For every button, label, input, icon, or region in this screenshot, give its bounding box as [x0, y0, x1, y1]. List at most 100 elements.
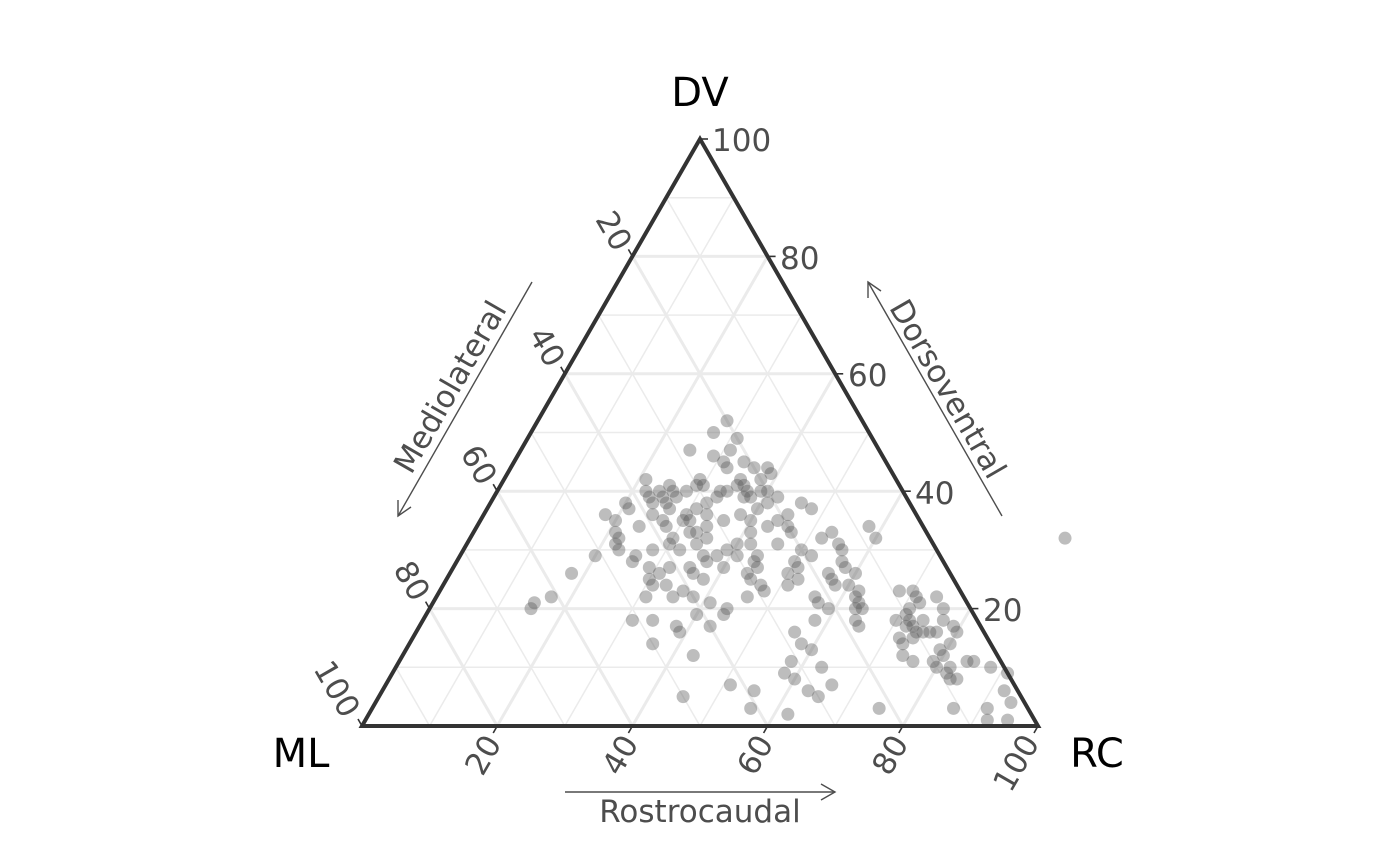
data-point-215 [598, 508, 612, 522]
data-point-77 [781, 519, 795, 533]
triangle-frame [358, 134, 1042, 728]
data-point-118 [815, 660, 829, 674]
data-point-193 [666, 590, 680, 604]
data-point-110 [808, 613, 822, 627]
data-point-3 [707, 449, 721, 463]
grid-line-rc-80 [901, 607, 972, 727]
grid-line-ml-90 [395, 666, 431, 727]
data-point-183 [744, 701, 758, 715]
data-point-61 [652, 566, 666, 580]
data-point-126 [842, 578, 856, 592]
data-point-59 [625, 555, 639, 569]
grid-line-rc-70 [834, 549, 938, 727]
data-point-5 [730, 431, 744, 445]
data-point-216 [622, 502, 636, 516]
data-point-198 [646, 613, 660, 627]
data-point-137 [913, 596, 927, 610]
data-point-145 [909, 625, 923, 639]
data-point-182 [723, 678, 737, 692]
tick-label-right-100: 100 [712, 123, 771, 159]
data-point-4 [723, 443, 737, 457]
data-point-71 [744, 525, 758, 539]
data-point-162 [940, 666, 954, 680]
data-point-48 [761, 461, 775, 475]
data-point-101 [832, 537, 846, 551]
grid-line-ml-50 [530, 432, 701, 727]
data-point-177 [933, 643, 947, 657]
tick-bottom-60 [762, 725, 769, 734]
data-point-75 [794, 496, 808, 510]
data-point-219 [659, 519, 673, 533]
tick-label-left-80: 80 [386, 555, 437, 607]
data-point-154 [947, 619, 960, 633]
data-point-105 [825, 572, 839, 586]
data-point-175 [872, 701, 886, 715]
data-point-194 [676, 584, 690, 598]
grid-line-rc-90 [969, 666, 1005, 727]
data-point-42 [740, 484, 754, 498]
data-point-49 [761, 484, 775, 498]
axis-title-left: Mediolateral [387, 295, 514, 480]
data-point-112 [794, 637, 808, 651]
data-point-116 [747, 684, 761, 698]
data-point-173 [1001, 713, 1015, 727]
tick-left-20 [627, 249, 634, 257]
data-point-46 [754, 472, 768, 486]
tick-label-right-20: 20 [983, 593, 1022, 629]
data-point-151 [936, 602, 950, 616]
data-point-100 [825, 525, 839, 539]
data-point-66 [683, 561, 697, 575]
data-point-146 [916, 625, 930, 639]
data-point-148 [896, 637, 910, 651]
data-point-99 [815, 531, 829, 545]
data-point-113 [805, 643, 819, 657]
data-point-25 [612, 531, 626, 545]
grid-line-ml-70 [462, 549, 566, 727]
tick-bottom-100 [1033, 725, 1039, 734]
data-point-108 [811, 596, 825, 610]
data-point-106 [828, 578, 842, 592]
data-point-97 [791, 572, 805, 586]
data-point-47 [764, 467, 778, 481]
data-point-52 [750, 502, 764, 516]
grid-line-rc-30 [564, 314, 803, 727]
data-point-6 [639, 472, 653, 486]
data-point-130 [848, 602, 862, 616]
data-point-201 [744, 514, 758, 528]
data-point-78 [784, 525, 798, 539]
data-point-23 [632, 519, 646, 533]
data-point-107 [808, 590, 822, 604]
data-point-127 [852, 584, 866, 598]
tick-label-bottom-40: 40 [595, 729, 646, 781]
data-point-34 [690, 502, 704, 516]
data-point-115 [778, 666, 791, 680]
data-point-14 [669, 490, 683, 504]
data-point-129 [852, 596, 866, 610]
data-point-45 [754, 484, 768, 498]
data-point-76 [805, 502, 819, 516]
data-point-94 [788, 555, 802, 569]
data-point-92 [794, 543, 808, 557]
data-point-19 [659, 496, 673, 510]
data-point-21 [646, 508, 660, 522]
data-point-210 [565, 566, 579, 580]
data-point-150 [930, 590, 944, 604]
data-point-12 [642, 490, 656, 504]
data-point-37 [713, 484, 727, 498]
data-point-109 [821, 602, 835, 616]
data-point-123 [862, 519, 876, 533]
data-point-218 [676, 514, 690, 528]
data-point-60 [642, 561, 656, 575]
data-point-196 [663, 561, 677, 575]
data-point-30 [666, 531, 680, 545]
grid-line-rc-10 [428, 197, 735, 727]
data-point-44 [744, 490, 758, 504]
data-point-96 [781, 566, 795, 580]
data-point-40 [734, 472, 748, 486]
data-point-85 [754, 578, 768, 592]
tick-bottom-20 [492, 725, 498, 734]
data-point-134 [892, 584, 906, 598]
data-point-211 [544, 590, 558, 604]
data-point-206 [717, 455, 731, 469]
data-point-147 [906, 631, 920, 645]
